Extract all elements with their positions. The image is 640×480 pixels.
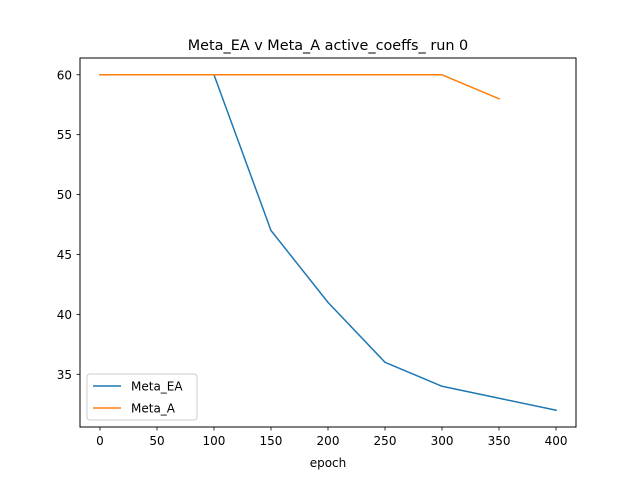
legend-label: Meta_A (131, 402, 176, 416)
x-tick-label: 150 (260, 434, 283, 448)
y-tick-label: 50 (57, 188, 72, 202)
legend: Meta_EA Meta_A (86, 373, 198, 421)
y-tick-label: 60 (57, 68, 72, 82)
x-tick-label: 0 (96, 434, 104, 448)
x-axis-label: epoch (310, 456, 347, 470)
y-tick-label: 55 (57, 128, 72, 142)
plot-lines (99, 74, 557, 412)
x-tick-label: 250 (374, 434, 397, 448)
x-tick-label: 400 (545, 434, 568, 448)
x-tick-label: 100 (203, 434, 226, 448)
chart-title: Meta_EA v Meta_A active_coeffs_ run 0 (188, 38, 468, 54)
x-tick-label: 50 (149, 434, 164, 448)
x-tick-label: 300 (431, 434, 454, 448)
legend-label: Meta_EA (131, 380, 183, 394)
y-tick-label: 40 (57, 308, 72, 322)
x-axis-ticks: 0 50 100 150 200 250 300 350 400 (96, 427, 567, 448)
x-tick-label: 200 (317, 434, 340, 448)
x-tick-label: 350 (488, 434, 511, 448)
series-line-meta-a (99, 74, 501, 100)
y-tick-label: 45 (57, 248, 72, 262)
y-tick-label: 35 (57, 368, 72, 382)
y-axis-ticks: 35 40 45 50 55 60 (57, 68, 80, 382)
